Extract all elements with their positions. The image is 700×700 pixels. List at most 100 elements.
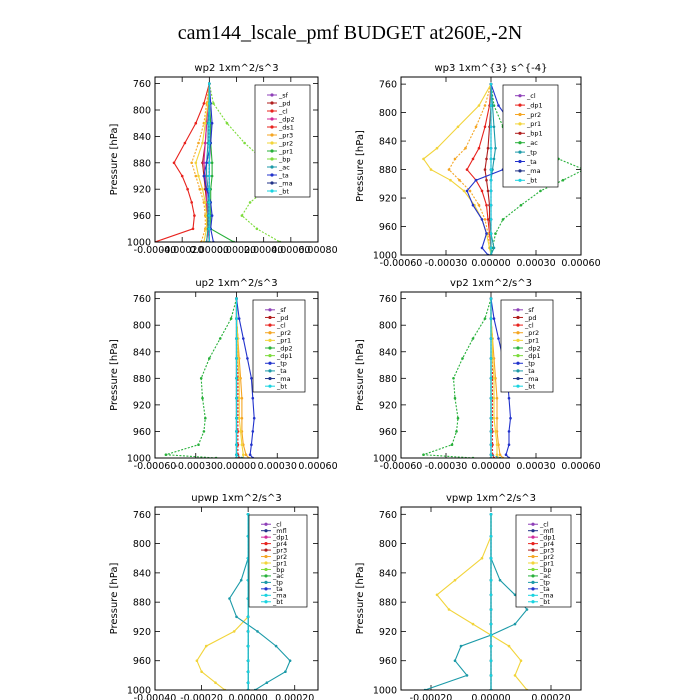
panel-upwp: upwp 1xm^2/s^3 Pressure [hPa] 760 800 840 880… <box>109 493 319 700</box>
data-point <box>201 141 204 145</box>
legend-label: _bt <box>526 177 537 185</box>
legend: _sf_pd_cl_pr2_pr1_dp2_dp1_tp_ta_ma_bt <box>500 299 554 393</box>
legend-label: _ta <box>524 367 535 375</box>
legend-label: _pr4 <box>539 540 554 548</box>
data-point <box>202 174 206 178</box>
legend-label: _ma <box>539 592 554 600</box>
data-point <box>198 187 202 191</box>
data-point <box>447 608 451 611</box>
series-line-bp <box>208 83 285 242</box>
legend-label: _pr2 <box>539 553 554 561</box>
data-point <box>183 141 187 145</box>
plot-frame <box>400 76 582 256</box>
legend-marker <box>531 542 535 546</box>
legend-box <box>502 84 559 188</box>
y-axis-label: Pressure [hPa] <box>355 130 366 202</box>
x-tick-label: 0.00030 <box>516 258 555 269</box>
legend-marker <box>518 103 522 107</box>
legend-label: _cl <box>278 107 288 115</box>
data-point <box>235 297 238 300</box>
x-tick-label: 0.00000 <box>217 461 256 472</box>
data-point <box>265 681 269 684</box>
y-tick-label: 1000 <box>127 686 151 697</box>
y-tick-label: 920 <box>379 400 397 411</box>
series-group <box>422 82 586 255</box>
data-point <box>465 168 469 171</box>
legend-label: _tp <box>524 360 535 368</box>
panel-title-vp2: vp2 1xm^2/s^3 <box>450 278 532 289</box>
legend-label: _pr2 <box>272 553 287 561</box>
data-point <box>214 681 217 684</box>
x-tick-label: 0.00030 <box>258 461 297 472</box>
legend-label: _bt <box>524 382 535 390</box>
plot-frame <box>154 291 319 459</box>
data-point <box>195 659 199 662</box>
legend-marker <box>516 338 520 342</box>
legend-label: _ac <box>526 139 538 147</box>
data-point <box>489 104 493 107</box>
data-point <box>489 659 493 662</box>
data-point <box>513 622 517 626</box>
data-point <box>495 453 499 457</box>
legend-marker <box>264 535 268 539</box>
data-point <box>453 396 457 400</box>
data-point <box>474 125 478 129</box>
legend-marker <box>264 580 268 584</box>
y-tick-label: 920 <box>133 185 151 196</box>
legend-label: _pd <box>524 314 537 322</box>
y-tick-label: 800 <box>379 321 397 332</box>
data-point <box>495 416 499 420</box>
data-point <box>252 416 256 420</box>
data-point <box>486 146 490 150</box>
data-point <box>239 578 243 582</box>
data-point <box>583 168 586 171</box>
data-point <box>485 232 488 235</box>
data-point <box>246 659 250 662</box>
legend-label: _bp <box>278 155 291 163</box>
legend-marker <box>516 376 520 381</box>
y-tick-label: 960 <box>379 656 397 667</box>
legend-marker <box>531 587 535 591</box>
legend-marker <box>264 522 268 526</box>
y-tick-label: 920 <box>379 627 397 638</box>
legend-marker <box>270 117 274 121</box>
data-point <box>504 453 508 457</box>
y-tick-label: 880 <box>379 165 397 176</box>
data-point <box>240 443 244 447</box>
y-axis-label: Pressure [hPa] <box>109 563 120 635</box>
legend-label: _ac <box>272 572 284 580</box>
data-point <box>519 659 523 662</box>
x-tick-label: 0.00080 <box>298 245 337 256</box>
data-point <box>483 317 487 320</box>
legend-label: _pr2 <box>524 329 539 337</box>
data-point <box>465 674 469 677</box>
legend-marker <box>531 561 535 565</box>
legend-label: _ma <box>278 179 293 187</box>
legend-marker <box>531 535 535 539</box>
legend-label: _ma <box>272 592 287 600</box>
legend-marker <box>531 529 535 533</box>
panel-title-up2: up2 1xm^2/s^3 <box>195 278 277 289</box>
x-tick-label: 0.00000 <box>190 245 229 256</box>
data-point <box>489 146 493 150</box>
data-point <box>498 578 502 582</box>
legend-marker <box>531 548 535 552</box>
data-point <box>485 178 488 182</box>
data-point <box>489 297 493 300</box>
data-point <box>429 168 433 171</box>
data-point <box>561 178 565 182</box>
series-group <box>423 513 529 690</box>
data-point <box>246 644 250 648</box>
data-point <box>202 430 206 433</box>
legend-marker <box>264 587 268 591</box>
data-point <box>480 556 484 560</box>
y-tick-label: 1000 <box>373 454 397 465</box>
data-point <box>201 187 204 191</box>
data-point <box>485 203 488 207</box>
legend-label: _ta <box>278 171 289 179</box>
legend-box <box>500 299 554 393</box>
legend-label: _bp <box>272 566 285 574</box>
data-point <box>208 82 211 85</box>
legend-marker <box>531 600 535 604</box>
x-tick-label: -0.00060 <box>380 258 423 269</box>
